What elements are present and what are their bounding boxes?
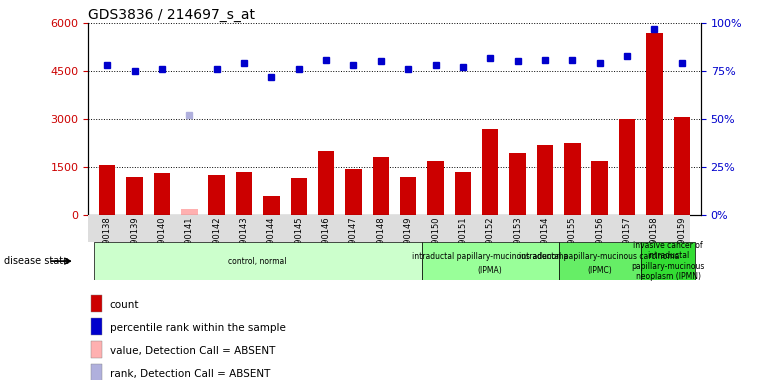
Text: count: count — [110, 300, 139, 310]
Bar — [345, 169, 362, 215]
Bar — [537, 145, 553, 215]
Text: GSM490155: GSM490155 — [568, 217, 577, 267]
Text: (IPMA): (IPMA) — [478, 266, 502, 275]
Bar — [90, 295, 102, 312]
Text: disease state: disease state — [4, 256, 69, 266]
Bar — [208, 175, 225, 215]
Text: GSM490158: GSM490158 — [650, 217, 659, 267]
Text: control, normal: control, normal — [228, 257, 287, 266]
Bar — [619, 119, 635, 215]
Text: GSM490154: GSM490154 — [541, 217, 549, 267]
Text: (IPMC): (IPMC) — [588, 266, 612, 275]
Bar — [509, 153, 525, 215]
Bar — [673, 118, 690, 215]
Text: GSM490152: GSM490152 — [486, 217, 495, 267]
Bar — [564, 143, 581, 215]
Bar — [181, 209, 198, 215]
Bar — [236, 172, 252, 215]
Text: GSM490151: GSM490151 — [458, 217, 467, 267]
Text: GSM490153: GSM490153 — [513, 217, 522, 267]
Text: GSM490148: GSM490148 — [376, 217, 385, 267]
Text: GSM490149: GSM490149 — [404, 217, 413, 267]
Bar — [422, 242, 558, 280]
Text: GSM490141: GSM490141 — [185, 217, 194, 267]
Text: GSM490139: GSM490139 — [130, 217, 139, 267]
Text: GSM490142: GSM490142 — [212, 217, 221, 267]
Text: GSM490145: GSM490145 — [294, 217, 303, 267]
Bar — [90, 341, 102, 358]
Text: GSM490146: GSM490146 — [322, 217, 331, 267]
Bar — [647, 33, 663, 215]
Bar — [482, 129, 499, 215]
Bar — [99, 166, 116, 215]
Text: GSM490144: GSM490144 — [267, 217, 276, 267]
Bar — [640, 242, 696, 280]
Bar — [455, 172, 471, 215]
Text: percentile rank within the sample: percentile rank within the sample — [110, 323, 286, 333]
Text: GSM490157: GSM490157 — [623, 217, 631, 267]
Text: GSM490138: GSM490138 — [103, 217, 112, 267]
Bar — [372, 157, 389, 215]
Bar — [264, 196, 280, 215]
Text: GSM490147: GSM490147 — [349, 217, 358, 267]
Bar — [90, 364, 102, 381]
Text: intraductal papillary-mucinous carcinoma: intraductal papillary-mucinous carcinoma — [519, 252, 680, 261]
Text: GSM490159: GSM490159 — [677, 217, 686, 267]
Text: GSM490140: GSM490140 — [158, 217, 166, 267]
Bar — [591, 161, 608, 215]
Text: invasive cancer of
intraductal
papillary-mucinous
neoplasm (IPMN): invasive cancer of intraductal papillary… — [631, 241, 705, 281]
Bar — [400, 177, 417, 215]
Bar — [427, 161, 444, 215]
Text: GSM490150: GSM490150 — [431, 217, 440, 267]
Bar — [90, 318, 102, 335]
Text: intraductal papillary-mucinous adenoma: intraductal papillary-mucinous adenoma — [412, 252, 568, 261]
Bar — [154, 174, 170, 215]
Bar — [318, 151, 334, 215]
Bar — [93, 242, 422, 280]
Text: GSM490156: GSM490156 — [595, 217, 604, 267]
Bar — [558, 242, 640, 280]
Text: value, Detection Call = ABSENT: value, Detection Call = ABSENT — [110, 346, 275, 356]
Bar — [126, 177, 142, 215]
Text: GSM490143: GSM490143 — [240, 217, 248, 267]
Bar — [290, 178, 307, 215]
Text: rank, Detection Call = ABSENT: rank, Detection Call = ABSENT — [110, 369, 270, 379]
Text: GDS3836 / 214697_s_at: GDS3836 / 214697_s_at — [88, 8, 255, 22]
